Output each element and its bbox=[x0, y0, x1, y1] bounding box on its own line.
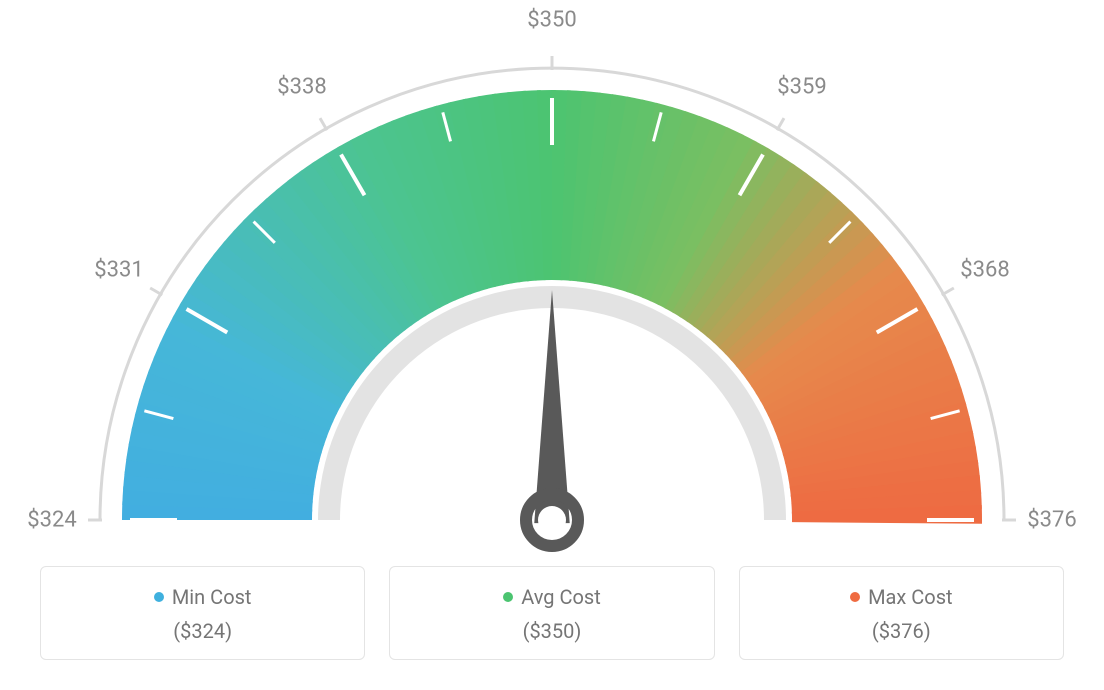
tick-label: $331 bbox=[94, 258, 143, 283]
tick-label: $350 bbox=[527, 8, 576, 33]
tick-label: $368 bbox=[960, 258, 1009, 283]
legend-max-value: ($376) bbox=[750, 619, 1053, 643]
legend-min-label-wrap: Min Cost bbox=[154, 585, 252, 609]
legend-min-cost: Min Cost ($324) bbox=[40, 566, 365, 660]
legend-dot-max bbox=[850, 592, 860, 602]
tick-label: $359 bbox=[777, 74, 826, 99]
legend-max-label: Max Cost bbox=[868, 585, 953, 609]
legend-min-value: ($324) bbox=[51, 619, 354, 643]
legend-max-label-wrap: Max Cost bbox=[850, 585, 953, 609]
tick-label: $338 bbox=[277, 74, 326, 99]
legend-row: Min Cost ($324) Avg Cost ($350) Max Cost… bbox=[40, 566, 1064, 660]
legend-avg-cost: Avg Cost ($350) bbox=[389, 566, 714, 660]
gauge-svg bbox=[0, 0, 1104, 560]
legend-min-label: Min Cost bbox=[172, 585, 252, 609]
gauge-area: $324 $331 $338 $350 $359 $368 $376 bbox=[0, 0, 1104, 560]
cost-gauge-chart: $324 $331 $338 $350 $359 $368 $376 Min Cost ($… bbox=[0, 0, 1104, 690]
legend-dot-min bbox=[154, 592, 164, 602]
legend-max-cost: Max Cost ($376) bbox=[739, 566, 1064, 660]
legend-dot-avg bbox=[503, 592, 513, 602]
tick-label: $376 bbox=[1027, 508, 1076, 533]
legend-avg-label-wrap: Avg Cost bbox=[503, 585, 601, 609]
legend-avg-label: Avg Cost bbox=[521, 585, 601, 609]
tick-label: $324 bbox=[27, 508, 76, 533]
legend-avg-value: ($350) bbox=[400, 619, 703, 643]
